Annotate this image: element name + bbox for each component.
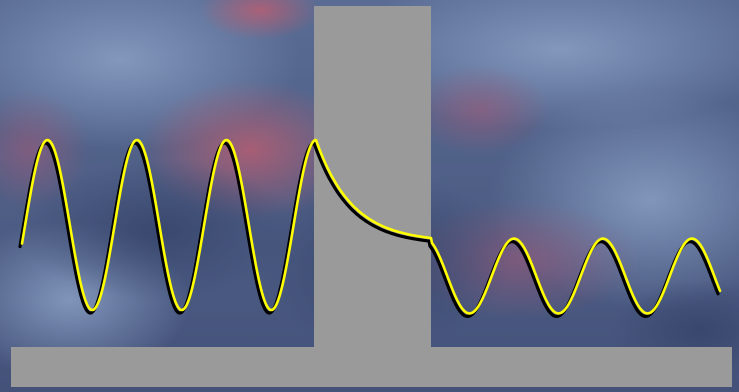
wavefunction-curve bbox=[20, 138, 722, 315]
floor-bar bbox=[11, 347, 732, 387]
